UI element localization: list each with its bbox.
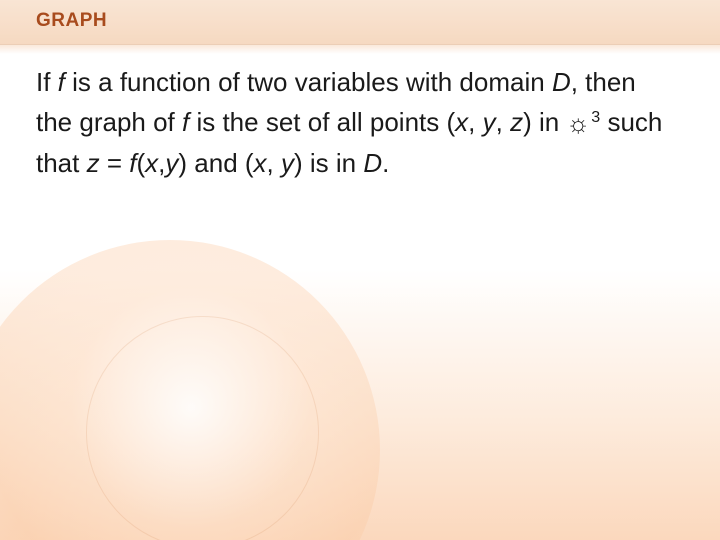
text-seg: ( <box>136 148 145 178</box>
var-y: y <box>483 107 496 137</box>
text-seg: and ( <box>187 148 254 178</box>
real-numbers-symbol: ☼ <box>566 103 590 143</box>
var-z: z <box>87 148 100 178</box>
text-seg: , <box>496 107 510 137</box>
text-seg: = <box>100 148 130 178</box>
var-z: z <box>510 107 523 137</box>
var-x: x <box>145 148 158 178</box>
var-y: y <box>165 148 178 178</box>
text-seg: . <box>382 148 389 178</box>
text-seg: , <box>267 148 281 178</box>
slide-title: GRAPH <box>36 10 107 32</box>
definition-text: If f is a function of two variables with… <box>36 62 670 183</box>
exponent-3: 3 <box>591 108 600 126</box>
text-seg: ) <box>523 107 532 137</box>
text-seg: , <box>468 107 482 137</box>
text-seg: If <box>36 67 58 97</box>
var-x: x <box>455 107 468 137</box>
var-x: x <box>254 148 267 178</box>
text-seg: is the set of all points <box>189 107 446 137</box>
text-seg: is a function of two variables with doma… <box>65 67 552 97</box>
header-band <box>0 0 720 45</box>
text-seg: ) is in <box>294 148 363 178</box>
slide: GRAPH If f is a function of two variable… <box>0 0 720 540</box>
var-D: D <box>552 67 571 97</box>
var-D: D <box>363 148 382 178</box>
var-y: y <box>281 148 294 178</box>
text-seg: in <box>532 107 567 137</box>
text-seg: ( <box>446 107 455 137</box>
text-seg: ) <box>178 148 187 178</box>
var-f: f <box>58 67 65 97</box>
background-decoration <box>0 240 380 540</box>
